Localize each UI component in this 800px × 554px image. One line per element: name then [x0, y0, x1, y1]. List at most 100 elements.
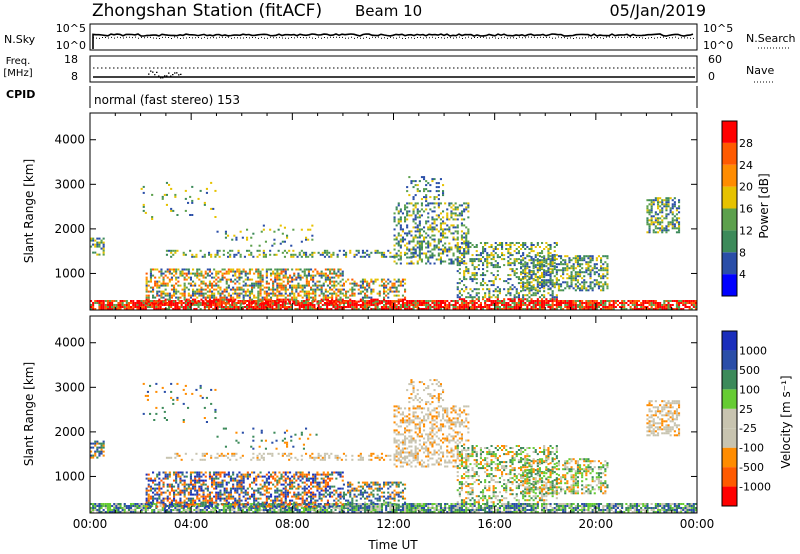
power-cell — [145, 302, 148, 305]
velocity-cell — [98, 505, 101, 507]
power-cell — [248, 290, 251, 293]
power-cell — [648, 304, 651, 306]
velocity-cell — [302, 507, 305, 509]
velocity-cell — [317, 511, 320, 513]
power-cell — [233, 302, 236, 304]
power-cell — [427, 220, 430, 223]
power-cell — [524, 267, 527, 270]
power-cell — [221, 298, 224, 301]
power-cell — [399, 254, 402, 257]
power-cell — [547, 300, 550, 302]
power-cell — [341, 272, 344, 275]
power-cell — [412, 262, 415, 265]
power-cell — [383, 284, 386, 287]
velocity-cell — [201, 505, 204, 507]
power-cell — [541, 242, 544, 244]
power-cell — [404, 298, 407, 301]
velocity-cell — [214, 503, 217, 505]
nsky-tick-bottom: 10^0 — [56, 39, 86, 52]
power-cell — [471, 278, 474, 281]
power-cell — [520, 302, 523, 304]
power-cell — [442, 250, 445, 253]
power-colorbar-tick: 20 — [739, 181, 753, 194]
power-cell — [646, 209, 649, 212]
power-cell — [530, 258, 533, 261]
velocity-cell — [313, 511, 316, 513]
power-cell — [657, 221, 660, 224]
power-cell — [446, 214, 449, 217]
power-cell — [316, 302, 319, 305]
power-cell — [399, 308, 402, 310]
power-cell — [119, 300, 122, 302]
power-cell — [488, 296, 491, 299]
velocity-cell — [170, 509, 173, 511]
power-cell — [199, 189, 202, 192]
power-cell — [244, 272, 247, 275]
velocity-cell — [187, 511, 190, 513]
power-cell — [265, 298, 268, 301]
velocity-cell — [351, 509, 354, 511]
power-cell — [380, 251, 383, 254]
power-cell — [648, 229, 651, 232]
power-cell — [435, 300, 438, 302]
power-cell — [435, 304, 438, 306]
power-cell — [184, 306, 187, 308]
power-cell — [149, 306, 152, 308]
power-cell — [353, 280, 356, 283]
power-cell — [339, 284, 342, 287]
power-cell — [353, 300, 356, 302]
velocity-cell — [90, 509, 93, 511]
power-cell — [667, 302, 670, 304]
power-cell — [225, 300, 228, 303]
power-cell — [297, 302, 300, 305]
velocity-cell — [355, 511, 358, 513]
power-cell — [349, 288, 352, 291]
power-cell — [452, 204, 455, 207]
power-cell — [427, 258, 430, 261]
power-cell — [185, 274, 188, 277]
power-cell — [399, 240, 402, 243]
power-cell — [309, 304, 312, 306]
power-cell — [214, 302, 217, 304]
power-cell — [408, 240, 411, 243]
power-cell — [657, 302, 660, 304]
velocity-cell — [319, 507, 322, 509]
power-cell — [196, 292, 199, 295]
power-cell — [425, 198, 428, 201]
power-cell — [258, 249, 261, 252]
power-cell — [408, 262, 411, 265]
power-colorbar-label: Power [dB] — [757, 173, 771, 238]
power-cell — [189, 294, 192, 297]
power-cell — [145, 276, 148, 279]
power-cell — [538, 263, 541, 266]
power-cell — [435, 302, 438, 304]
power-cell — [329, 300, 332, 303]
power-cell — [395, 242, 398, 245]
velocity-cell — [370, 503, 373, 505]
power-cell — [264, 304, 267, 306]
power-cell — [522, 269, 525, 272]
power-cell — [602, 255, 605, 258]
power-cell — [317, 300, 320, 302]
power-cell — [446, 218, 449, 221]
power-cell — [446, 254, 449, 257]
power-cell — [507, 264, 510, 267]
power-cell — [661, 306, 664, 308]
power-cell — [259, 298, 262, 301]
power-cell — [125, 306, 128, 308]
power-cell — [397, 278, 400, 281]
power-cell — [593, 306, 596, 308]
power-cell — [219, 292, 222, 295]
power-cell — [572, 267, 575, 270]
power-cell — [657, 201, 660, 204]
velocity-cell — [300, 503, 303, 505]
power-cell — [513, 244, 516, 246]
power-cell — [444, 260, 447, 263]
power-cell — [370, 308, 373, 310]
power-cell — [374, 251, 377, 254]
power-cell — [587, 302, 590, 304]
power-cell — [193, 302, 196, 304]
power-cell — [329, 270, 332, 273]
power-cell — [657, 217, 660, 220]
power-cell — [138, 300, 141, 302]
